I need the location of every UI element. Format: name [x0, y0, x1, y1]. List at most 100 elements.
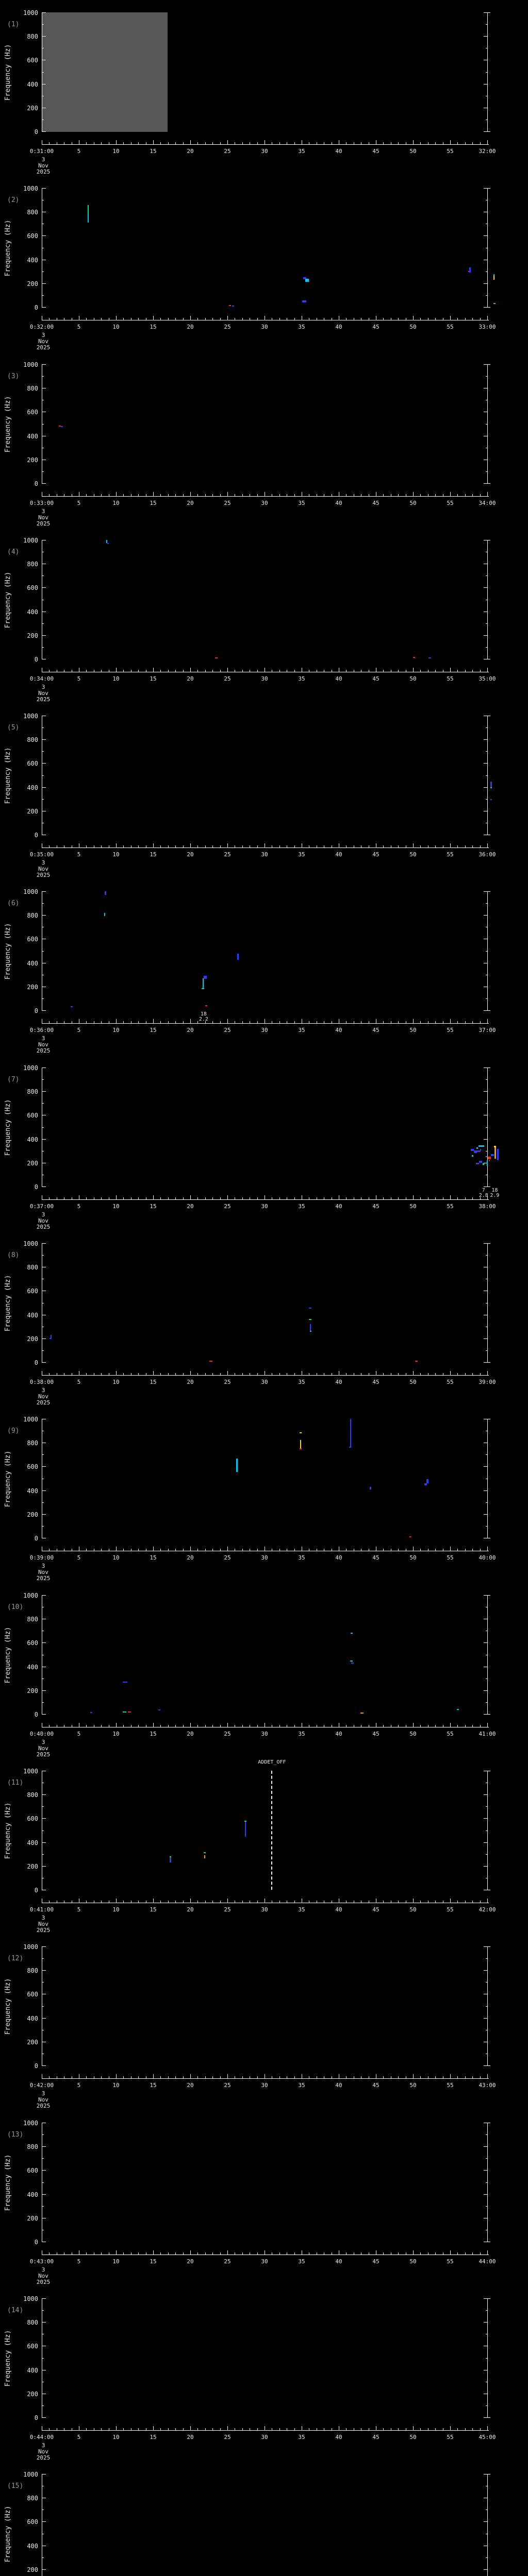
y-tick	[484, 739, 488, 740]
date-label: Nov	[38, 1745, 48, 1752]
x-tick	[227, 1195, 228, 1199]
x-tick	[279, 1373, 280, 1375]
x-tick	[153, 492, 154, 496]
y-tick-label: 0	[34, 1535, 38, 1542]
detection-mark	[61, 426, 63, 428]
x-tick	[227, 1371, 228, 1375]
x-tick-label: 5	[77, 324, 81, 330]
y-tick	[42, 587, 46, 588]
y-tick-label: 800	[27, 2143, 38, 2151]
x-tick	[420, 2252, 421, 2255]
end-time-label: 35:00	[478, 675, 496, 682]
panel-index-label: (13)	[7, 2131, 24, 2139]
y-minor-tick	[42, 376, 44, 377]
x-tick	[116, 1899, 117, 1903]
y-minor-tick	[42, 1350, 44, 1351]
x-tick	[257, 2428, 258, 2430]
y-tick-label: 400	[27, 2014, 38, 2022]
x-tick	[160, 2252, 161, 2255]
x-tick-label: 5	[77, 1379, 81, 1385]
detection-mark	[469, 267, 471, 273]
x-tick-label: 35	[298, 675, 305, 682]
y-minor-tick	[486, 423, 488, 425]
y-tick-label: 1000	[23, 1768, 38, 1775]
x-tick-label: 20	[187, 1731, 194, 1737]
x-tick-label: 30	[261, 1027, 268, 1033]
x-tick	[205, 2076, 206, 2078]
y-axis-title: Frequency (Hz)	[4, 219, 12, 277]
x-tick	[183, 1725, 184, 1727]
x-tick	[472, 845, 473, 848]
detection-mark	[88, 205, 89, 214]
x-tick-label: 10	[112, 1554, 120, 1561]
y-tick	[484, 1091, 488, 1092]
y-minor-tick	[42, 751, 44, 752]
x-tick-label: 30	[261, 1731, 268, 1737]
x-tick-label: 30	[261, 1554, 268, 1561]
x-tick	[205, 1197, 206, 1199]
x-tick-label: 35	[298, 500, 305, 506]
x-tick-label: 50	[409, 2258, 417, 2265]
x-tick-label: 20	[187, 675, 194, 682]
y-minor-tick	[486, 998, 488, 999]
x-tick-label: 35	[298, 2082, 305, 2089]
y-tick	[42, 12, 46, 13]
y-minor-tick	[486, 1103, 488, 1104]
x-tick	[220, 1373, 221, 1375]
x-tick	[450, 1723, 451, 1727]
x-tick	[183, 2252, 184, 2255]
x-tick	[457, 1901, 458, 1903]
x-tick-label: 35	[298, 2258, 305, 2265]
x-tick	[123, 670, 124, 672]
x-tick	[257, 670, 258, 672]
x-tick	[257, 1197, 258, 1199]
x-tick	[138, 1725, 139, 1727]
x-tick-label: 50	[409, 500, 417, 506]
y-tick	[484, 1139, 488, 1140]
x-tick-label: 20	[187, 1554, 194, 1561]
x-axis	[42, 496, 489, 497]
date-label: 3	[41, 2442, 45, 2449]
x-tick	[227, 843, 228, 848]
y-tick-label: 600	[27, 1639, 38, 1647]
x-tick-label: 45	[372, 851, 380, 858]
y-tick	[42, 2170, 46, 2171]
x-tick	[212, 318, 213, 320]
x-tick	[242, 670, 243, 672]
y-tick-label: 800	[27, 561, 38, 568]
x-tick	[190, 1899, 191, 1903]
y-tick-label: 0	[34, 2239, 38, 2246]
x-tick	[212, 670, 213, 672]
x-tick-label: 20	[187, 1906, 194, 1913]
y-axis-title: Frequency (Hz)	[4, 396, 12, 453]
y-minor-tick	[486, 1255, 488, 1256]
x-tick	[383, 845, 384, 848]
x-tick-label: 45	[372, 1906, 380, 1913]
y-tick-label: 600	[27, 1463, 38, 1471]
x-tick	[472, 1725, 473, 1727]
x-tick	[160, 1197, 161, 1199]
x-tick	[220, 318, 221, 320]
y-tick-label: 600	[27, 2518, 38, 2526]
x-tick-label: 15	[150, 1203, 157, 1210]
x-tick	[383, 142, 384, 144]
x-tick	[116, 1195, 117, 1199]
x-tick-label: 55	[447, 1731, 454, 1737]
x-tick	[220, 670, 221, 672]
x-tick	[420, 1549, 421, 1551]
x-tick-label: 50	[409, 1554, 417, 1561]
x-tick	[183, 1549, 184, 1551]
detection-mark	[471, 1148, 474, 1151]
x-tick	[420, 1197, 421, 1199]
x-tick	[420, 142, 421, 144]
y-tick-label: 400	[27, 1663, 38, 1671]
x-tick	[398, 845, 399, 848]
x-axis	[42, 1023, 489, 1024]
x-tick	[398, 2428, 399, 2430]
y-tick	[42, 1690, 46, 1691]
x-tick	[465, 1725, 466, 1727]
x-tick	[435, 2428, 436, 2430]
y-tick	[42, 1010, 46, 1011]
x-tick-label: 25	[224, 2434, 231, 2441]
detection-mark	[244, 1820, 246, 1822]
